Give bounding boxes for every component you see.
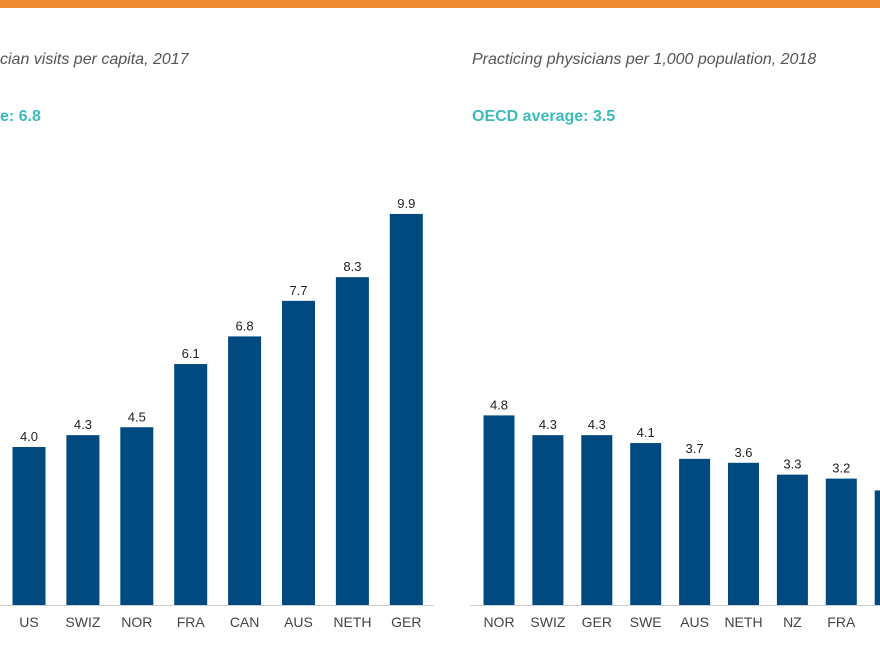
right-bar-swe <box>630 443 662 605</box>
left-category-label: AUS <box>284 614 313 630</box>
left-category-label: SWIZ <box>65 614 100 630</box>
right-chart-title: Practicing physicians per 1,000 populati… <box>472 51 817 68</box>
right-bar-partial <box>874 490 880 605</box>
right-category-label: GER <box>582 614 612 630</box>
right-category-label: NETH <box>724 614 762 630</box>
left-bar-chart: 4.0 US 4.3 SWIZ 4.5 NOR 6.1 FRA 6.8 CAN 7.7 AUS 8.3 N… <box>0 196 434 630</box>
right-bar-fra <box>825 478 857 605</box>
right-value-label: 4.3 <box>588 417 606 432</box>
left-category-label: CAN <box>230 614 260 630</box>
left-value-label: 4.5 <box>128 409 146 424</box>
right-bar-nor <box>483 415 515 605</box>
right-bar-neth <box>728 462 759 605</box>
right-bar-chart: 4.8 NOR 4.3 SWIZ 4.3 GER 4.1 SWE 3.7 AUS 3.6 NETH 3.… <box>470 397 880 630</box>
right-value-label: 3.6 <box>734 445 752 460</box>
left-chart-title: cian visits per capita, 2017 <box>0 51 189 68</box>
left-value-label: 9.9 <box>397 196 415 211</box>
left-category-label: NETH <box>333 614 371 630</box>
right-bar-swiz <box>532 435 564 605</box>
left-category-label: FRA <box>177 614 206 630</box>
right-category-label: SWIZ <box>530 614 565 630</box>
left-chart-average: e: 6.8 <box>0 108 41 125</box>
right-category-label: AUS <box>680 614 709 630</box>
left-value-label: 6.1 <box>182 346 200 361</box>
right-value-label: 4.1 <box>637 425 655 440</box>
left-category-label: NOR <box>121 614 152 630</box>
left-value-label: 4.0 <box>20 429 38 444</box>
right-bar-aus <box>679 458 711 605</box>
left-bar-us <box>12 447 46 605</box>
top-accent-rule <box>0 0 880 8</box>
right-category-label: FRA <box>827 614 856 630</box>
right-category-label: SWE <box>630 614 662 630</box>
left-category-label: US <box>19 614 38 630</box>
right-value-label: 3.2 <box>832 461 850 476</box>
right-category-label: NOR <box>483 614 514 630</box>
right-value-label: 4.3 <box>539 417 557 432</box>
left-bar-swiz <box>66 435 100 605</box>
right-value-label: 3.7 <box>686 441 704 456</box>
left-value-label: 4.3 <box>74 417 92 432</box>
left-bar-ger <box>389 213 423 605</box>
right-category-label: NZ <box>783 614 802 630</box>
right-chart-average: OECD average: 3.5 <box>472 108 616 125</box>
right-value-label: 3.3 <box>783 457 801 472</box>
left-category-label: GER <box>391 614 421 630</box>
right-bar-nz <box>776 474 808 605</box>
left-bar-aus <box>282 300 315 605</box>
right-value-label: 4.8 <box>490 397 508 412</box>
left-bar-nor <box>120 427 154 605</box>
left-bar-neth <box>335 277 369 605</box>
left-value-label: 7.7 <box>289 283 307 298</box>
left-bar-fra <box>174 364 208 605</box>
right-bar-ger <box>581 435 613 605</box>
left-value-label: 8.3 <box>343 259 361 274</box>
left-bar-can <box>228 336 262 605</box>
left-value-label: 6.8 <box>236 318 254 333</box>
